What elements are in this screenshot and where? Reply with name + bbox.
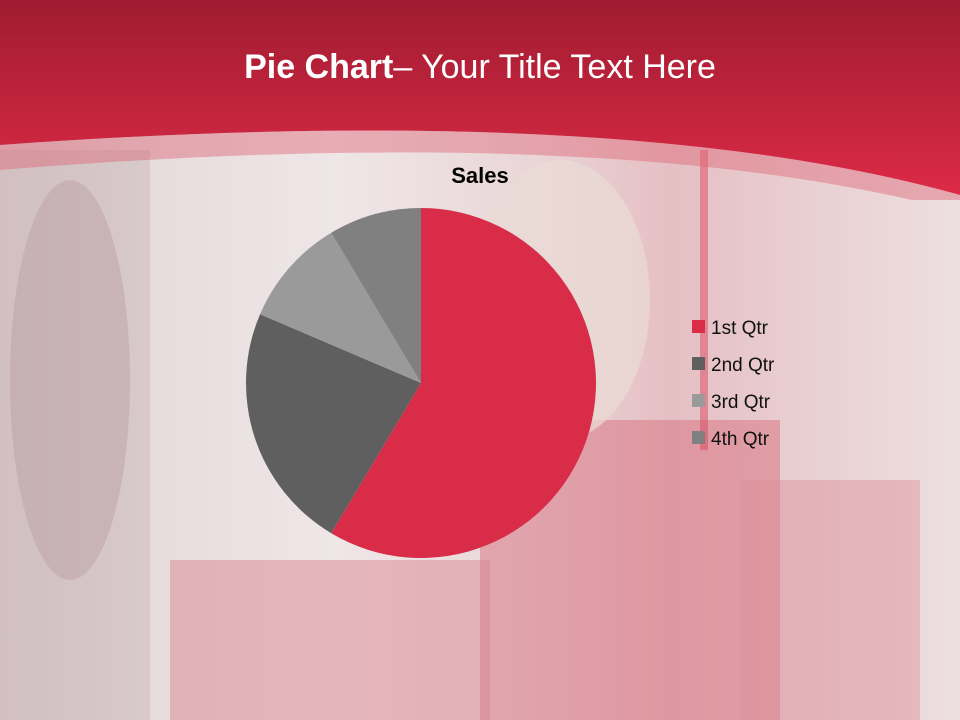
pie-slice-1 xyxy=(331,208,597,558)
slide-title: Pie Chart– Your Title Text Here xyxy=(0,48,960,87)
legend-swatch-4 xyxy=(692,431,705,444)
pie-slice-3 xyxy=(260,232,421,383)
legend-label-1: 1st Qtr xyxy=(711,318,769,339)
legend-label-4: 4th Qtr xyxy=(711,429,770,450)
legend-swatch-1 xyxy=(692,320,705,333)
legend-swatch-2 xyxy=(692,357,705,370)
legend-swatch-3 xyxy=(692,394,705,407)
legend-label-2: 2nd Qtr xyxy=(711,355,775,376)
chart-title: Sales xyxy=(451,163,509,188)
pie-slice-4 xyxy=(331,208,421,383)
slide-title-bold: Pie Chart xyxy=(244,48,394,86)
legend-label-3: 3rd Qtr xyxy=(711,392,771,413)
pie-slice-2 xyxy=(245,314,421,534)
header-banner xyxy=(0,0,960,200)
slide-title-rest: – Your Title Text Here xyxy=(393,48,716,86)
